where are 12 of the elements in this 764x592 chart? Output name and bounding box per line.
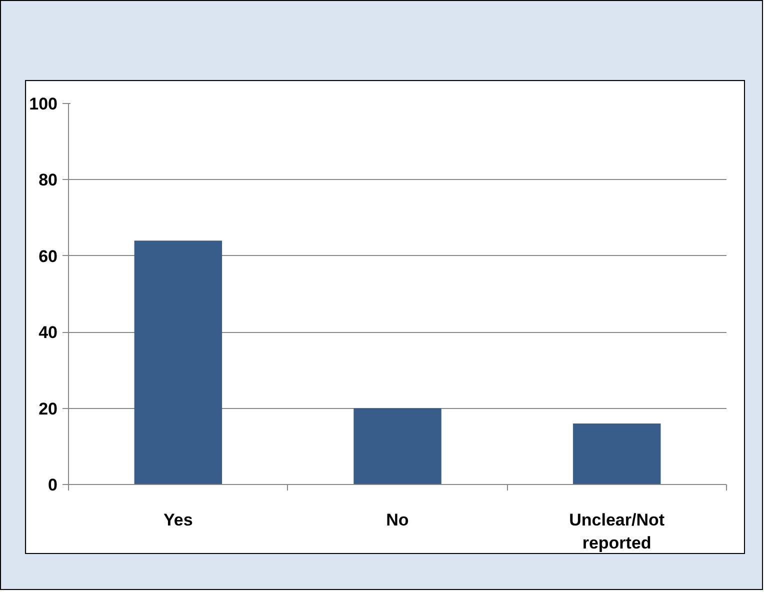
y-tick-label: 40 [38, 323, 58, 342]
x-tick-label: Unclear/Not reported [569, 510, 665, 552]
bar [572, 424, 661, 484]
x-tick-label: Yes [164, 510, 193, 530]
y-tick-label: 100 [29, 94, 58, 114]
bar [134, 240, 222, 484]
y-tick-label: 80 [38, 170, 58, 190]
y-tick-label: 0 [48, 476, 58, 494]
y-tick-label: 20 [38, 399, 58, 418]
bar [354, 408, 442, 484]
x-tick-label: No [386, 510, 409, 530]
y-tick-label: 60 [38, 246, 58, 266]
